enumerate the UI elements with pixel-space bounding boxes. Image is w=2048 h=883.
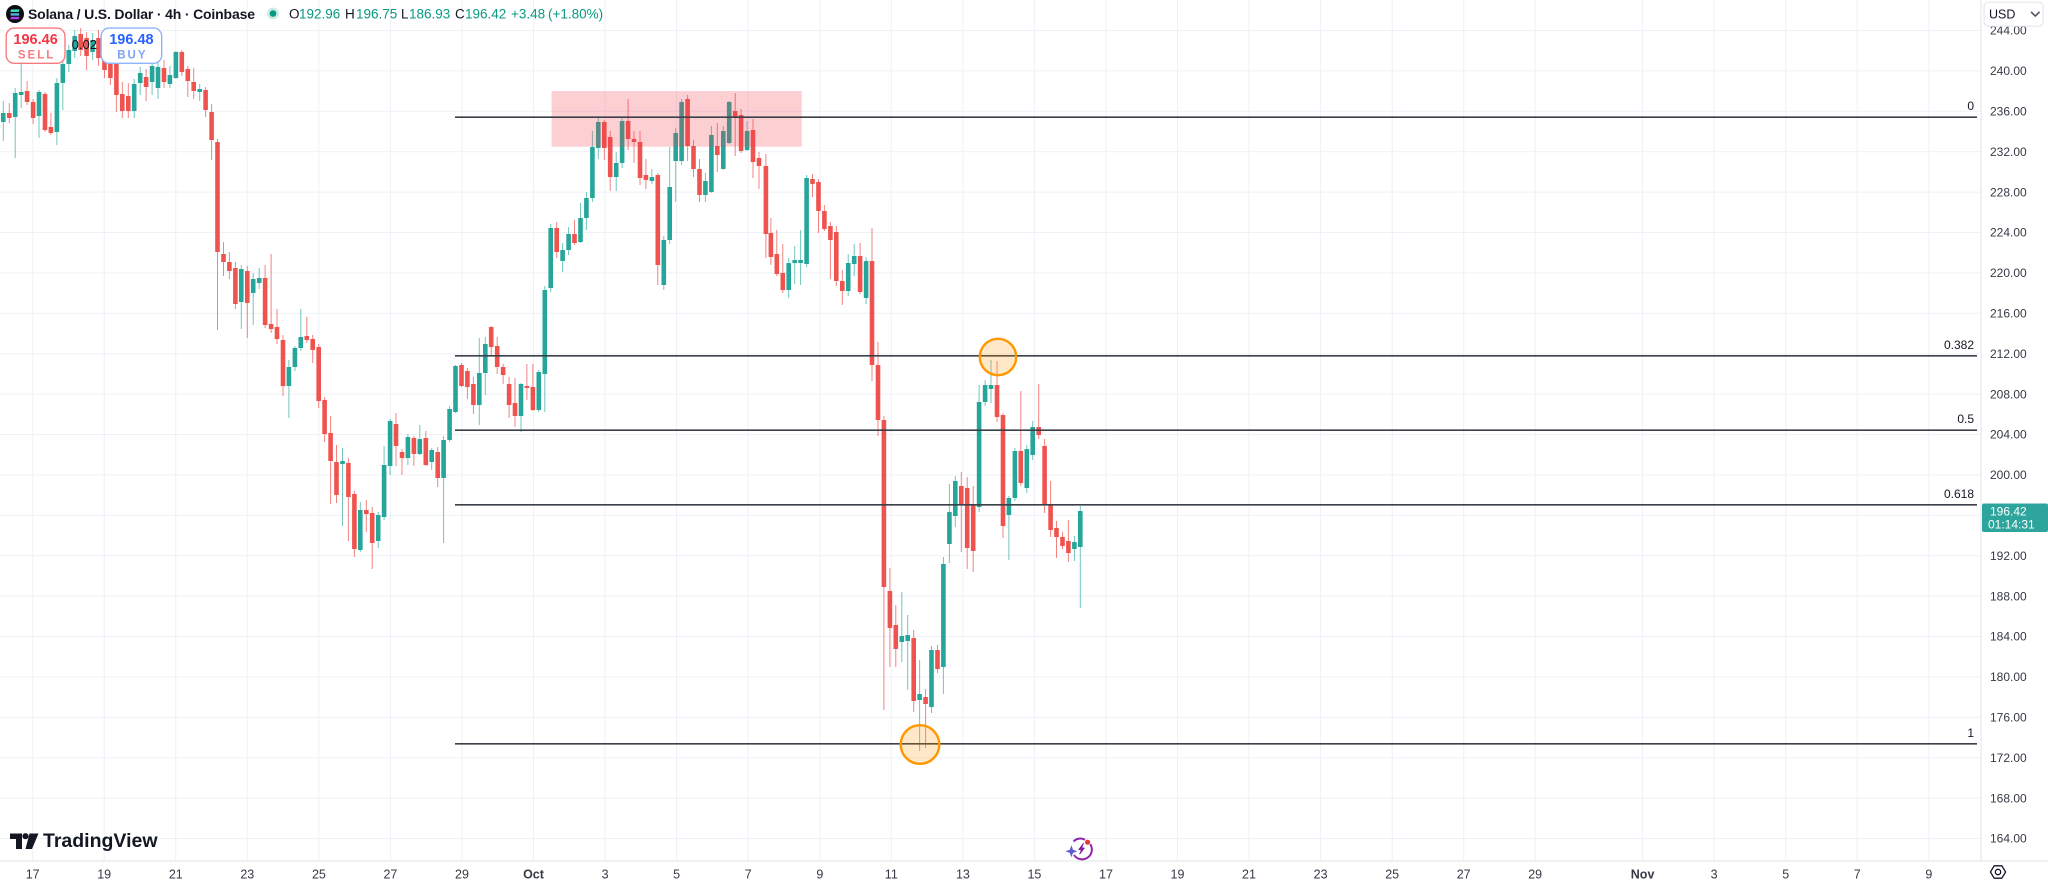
svg-text:192.00: 192.00 bbox=[1990, 549, 2027, 563]
svg-text:5: 5 bbox=[1782, 868, 1789, 882]
svg-text:0.02: 0.02 bbox=[72, 37, 97, 52]
svg-text:196.42: 196.42 bbox=[1990, 505, 2027, 519]
svg-text:180.00: 180.00 bbox=[1990, 670, 2027, 684]
svg-text:212.00: 212.00 bbox=[1990, 347, 2027, 361]
svg-text:19: 19 bbox=[1171, 868, 1185, 882]
svg-text:21: 21 bbox=[1242, 868, 1256, 882]
svg-text:196.75: 196.75 bbox=[356, 7, 397, 22]
svg-text:SELL: SELL bbox=[18, 50, 55, 62]
svg-text:204.00: 204.00 bbox=[1990, 428, 2027, 442]
svg-text:USD: USD bbox=[1989, 8, 2015, 22]
svg-text:Solana / U.S. Dollar · 4h · Co: Solana / U.S. Dollar · 4h · Coinbase bbox=[28, 6, 255, 22]
svg-text:L: L bbox=[401, 7, 409, 22]
svg-text:5: 5 bbox=[673, 868, 680, 882]
svg-text:208.00: 208.00 bbox=[1990, 387, 2027, 401]
svg-text:9: 9 bbox=[1925, 868, 1932, 882]
svg-text:172.00: 172.00 bbox=[1990, 751, 2027, 765]
svg-text:15: 15 bbox=[1027, 868, 1041, 882]
svg-text:200.00: 200.00 bbox=[1990, 468, 2027, 482]
svg-text:184.00: 184.00 bbox=[1990, 630, 2027, 644]
svg-text:168.00: 168.00 bbox=[1990, 791, 2027, 805]
svg-text:17: 17 bbox=[1099, 868, 1113, 882]
svg-text:188.00: 188.00 bbox=[1990, 589, 2027, 603]
svg-text:0.5: 0.5 bbox=[1957, 412, 1974, 426]
svg-text:192.96: 192.96 bbox=[299, 7, 340, 22]
svg-text:23: 23 bbox=[240, 868, 254, 882]
svg-text:Oct: Oct bbox=[523, 868, 545, 882]
svg-text:7: 7 bbox=[1854, 868, 1861, 882]
svg-text:3: 3 bbox=[1711, 868, 1718, 882]
svg-text:0: 0 bbox=[1967, 99, 1974, 113]
svg-text:228.00: 228.00 bbox=[1990, 185, 2027, 199]
svg-text:Nov: Nov bbox=[1631, 868, 1655, 882]
svg-text:0.382: 0.382 bbox=[1944, 338, 1974, 352]
svg-text:232.00: 232.00 bbox=[1990, 145, 2027, 159]
svg-text:(+1.80%): (+1.80%) bbox=[548, 7, 603, 22]
svg-text:196.46: 196.46 bbox=[13, 32, 57, 48]
svg-text:164.00: 164.00 bbox=[1990, 832, 2027, 846]
svg-text:TradingView: TradingView bbox=[43, 830, 158, 852]
svg-text:3: 3 bbox=[602, 868, 609, 882]
svg-text:H: H bbox=[345, 7, 355, 22]
svg-text:29: 29 bbox=[1528, 868, 1542, 882]
svg-text:176.00: 176.00 bbox=[1990, 711, 2027, 725]
svg-text:196.48: 196.48 bbox=[109, 32, 153, 48]
svg-text:11: 11 bbox=[885, 868, 898, 882]
svg-text:01:14:31: 01:14:31 bbox=[1988, 518, 2035, 532]
svg-text:0.618: 0.618 bbox=[1944, 487, 1974, 501]
svg-text:27: 27 bbox=[383, 868, 397, 882]
svg-text:220.00: 220.00 bbox=[1990, 266, 2027, 280]
svg-text:240.00: 240.00 bbox=[1990, 64, 2027, 78]
svg-text:25: 25 bbox=[1385, 868, 1399, 882]
svg-text:19: 19 bbox=[97, 868, 111, 882]
svg-text:1: 1 bbox=[1967, 726, 1974, 740]
svg-text:BUY: BUY bbox=[117, 50, 147, 62]
svg-text:224.00: 224.00 bbox=[1990, 226, 2027, 240]
svg-text:13: 13 bbox=[956, 868, 970, 882]
svg-text:9: 9 bbox=[816, 868, 823, 882]
svg-text:7: 7 bbox=[745, 868, 752, 882]
svg-text:186.93: 186.93 bbox=[409, 7, 450, 22]
svg-text:29: 29 bbox=[455, 868, 469, 882]
svg-text:+3.48: +3.48 bbox=[511, 7, 545, 22]
svg-text:C: C bbox=[455, 7, 465, 22]
svg-text:17: 17 bbox=[26, 868, 40, 882]
svg-text:25: 25 bbox=[312, 868, 326, 882]
svg-text:244.00: 244.00 bbox=[1990, 24, 2027, 38]
svg-text:23: 23 bbox=[1314, 868, 1328, 882]
svg-text:216.00: 216.00 bbox=[1990, 307, 2027, 321]
svg-text:236.00: 236.00 bbox=[1990, 105, 2027, 119]
svg-text:196.42: 196.42 bbox=[465, 7, 506, 22]
svg-text:21: 21 bbox=[169, 868, 183, 882]
svg-text:O: O bbox=[289, 7, 300, 22]
svg-text:27: 27 bbox=[1457, 868, 1471, 882]
